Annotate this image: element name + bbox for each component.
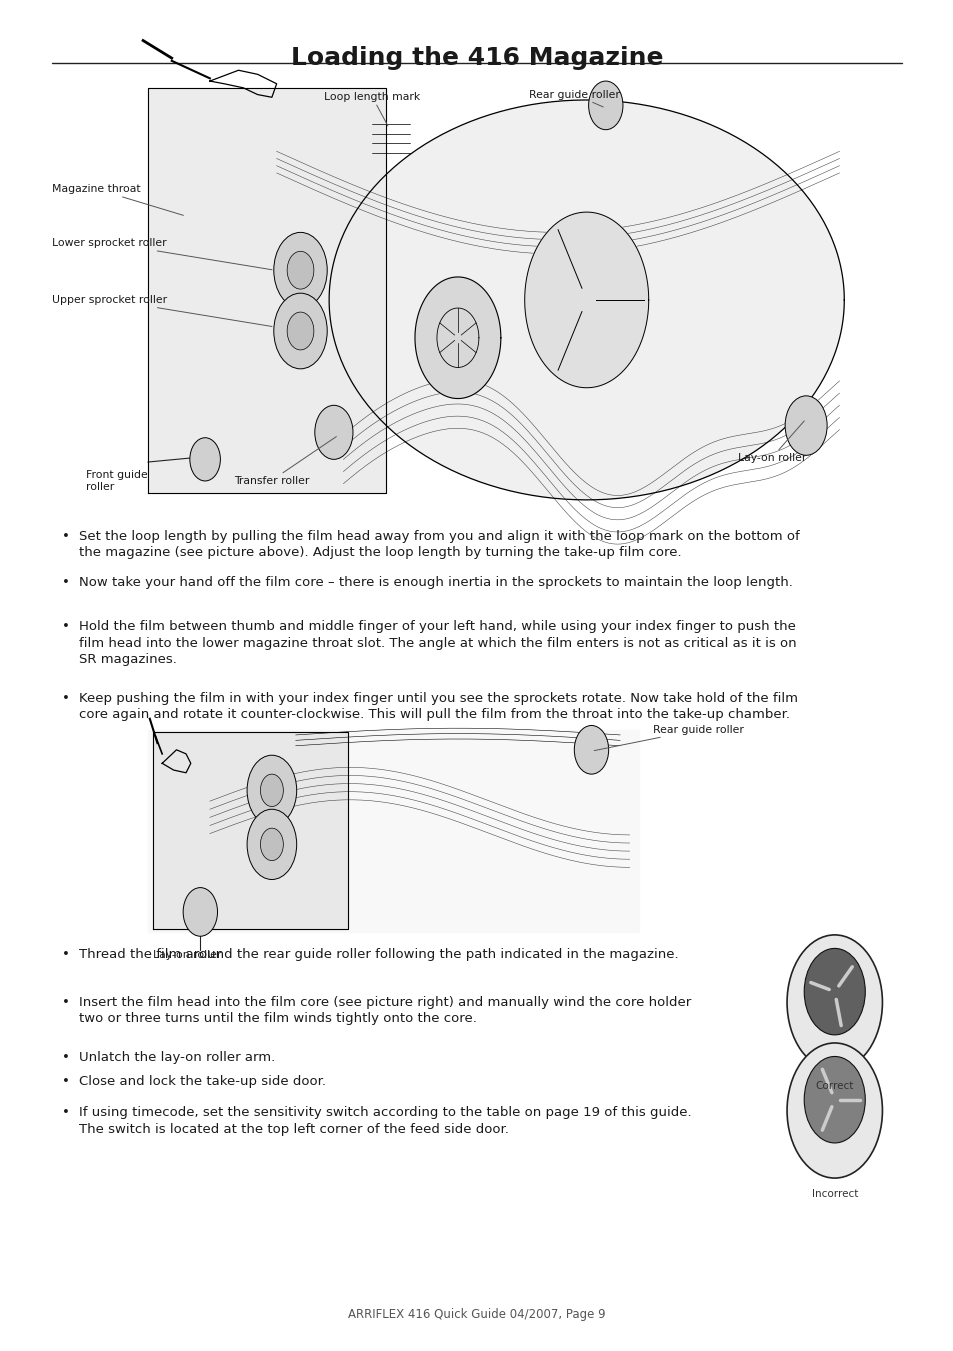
Text: •: • [62,576,70,589]
Text: Set the loop length by pulling the film head away from you and align it with the: Set the loop length by pulling the film … [79,530,800,559]
Text: Thread the film around the rear guide roller following the path indicated in the: Thread the film around the rear guide ro… [79,948,679,962]
Polygon shape [329,100,843,500]
Text: •: • [62,1075,70,1089]
Text: Insert the film head into the film core (see picture right) and manually wind th: Insert the film head into the film core … [79,996,691,1025]
Text: Hold the film between thumb and middle finger of your left hand, while using you: Hold the film between thumb and middle f… [79,620,796,666]
Text: Loop length mark: Loop length mark [324,92,420,126]
Circle shape [274,293,327,369]
Text: Upper sprocket roller: Upper sprocket roller [52,295,272,327]
Text: •: • [62,996,70,1009]
Circle shape [786,1043,882,1178]
Circle shape [260,828,283,861]
Text: •: • [62,692,70,705]
Text: Close and lock the take-up side door.: Close and lock the take-up side door. [79,1075,326,1089]
Circle shape [260,774,283,807]
Text: ARRIFLEX 416 Quick Guide 04/2007, Page 9: ARRIFLEX 416 Quick Guide 04/2007, Page 9 [348,1308,605,1321]
Circle shape [287,251,314,289]
Text: Keep pushing the film in with your index finger until you see the sprockets rota: Keep pushing the film in with your index… [79,692,798,721]
Text: Magazine throat: Magazine throat [52,184,183,215]
Circle shape [784,396,826,455]
Text: •: • [62,530,70,543]
Text: Lay-on roller: Lay-on roller [737,422,805,462]
Text: Loading the 416 Magazine: Loading the 416 Magazine [291,46,662,70]
Polygon shape [524,212,648,388]
Circle shape [786,935,882,1070]
Circle shape [183,888,217,936]
Text: •: • [62,1051,70,1065]
Circle shape [574,725,608,774]
Text: Lower sprocket roller: Lower sprocket roller [52,238,272,270]
Polygon shape [148,730,639,932]
Polygon shape [152,732,348,929]
Text: Now take your hand off the film core – there is enough inertia in the sprockets : Now take your hand off the film core – t… [79,576,792,589]
Polygon shape [415,277,500,399]
Circle shape [247,755,296,825]
Circle shape [287,312,314,350]
Text: Rear guide roller: Rear guide roller [594,724,743,751]
Text: Front guide
roller: Front guide roller [86,470,148,492]
Circle shape [803,1056,864,1143]
Text: •: • [62,1106,70,1120]
Text: Transfer roller: Transfer roller [233,436,336,485]
Circle shape [588,81,622,130]
Text: Incorrect: Incorrect [811,1189,857,1198]
Circle shape [803,948,864,1035]
Circle shape [190,438,220,481]
Text: •: • [62,620,70,634]
Text: Unlatch the lay-on roller arm.: Unlatch the lay-on roller arm. [79,1051,275,1065]
Circle shape [274,232,327,308]
Text: Rear guide roller: Rear guide roller [529,89,619,107]
Circle shape [247,809,296,880]
Circle shape [314,405,353,459]
Text: Lay-on roller: Lay-on roller [152,950,221,959]
Polygon shape [148,88,386,493]
Text: Correct: Correct [815,1081,853,1090]
Text: •: • [62,948,70,962]
Text: If using timecode, set the sensitivity switch according to the table on page 19 : If using timecode, set the sensitivity s… [79,1106,691,1136]
